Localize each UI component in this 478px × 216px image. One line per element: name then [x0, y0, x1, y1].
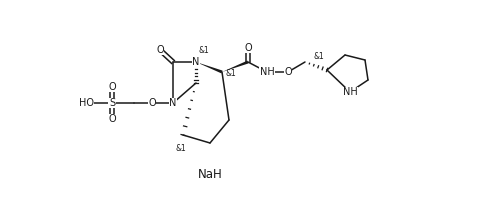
Text: O: O	[148, 98, 156, 108]
Text: S: S	[109, 98, 115, 108]
Text: HO: HO	[79, 98, 94, 108]
Text: O: O	[156, 45, 164, 55]
Text: O: O	[108, 114, 116, 124]
Text: &1: &1	[175, 144, 186, 153]
Text: NH: NH	[343, 87, 358, 97]
Polygon shape	[196, 62, 223, 73]
Text: &1: &1	[226, 70, 237, 78]
Text: O: O	[284, 67, 292, 77]
Text: NaH: NaH	[197, 168, 222, 181]
Text: O: O	[108, 82, 116, 92]
Text: &1: &1	[314, 52, 325, 61]
Polygon shape	[222, 61, 249, 72]
Text: &1: &1	[199, 46, 210, 55]
Text: O: O	[244, 43, 252, 53]
Text: N: N	[169, 98, 177, 108]
Text: NH: NH	[260, 67, 274, 77]
Text: N: N	[192, 57, 200, 67]
